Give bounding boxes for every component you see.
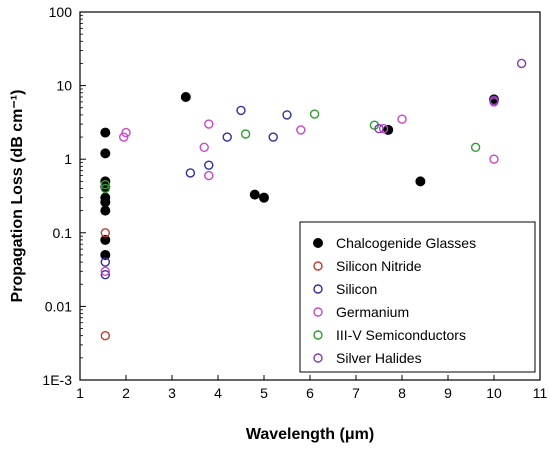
point-iii-v-semiconductors (309, 109, 320, 119)
y-tick-label: 0.1 (53, 225, 73, 241)
point-silicon (236, 105, 246, 116)
legend: Chalcogenide Glasses Silicon Nitride Silic… (299, 221, 536, 373)
y-tick-label: 10 (56, 78, 72, 94)
point-silver-halides (374, 123, 384, 134)
y-axis-title: Propagation Loss (dB cm⁻¹) (9, 90, 26, 303)
point-iii-v-semiconductors (470, 142, 481, 153)
x-tick-label: 1 (76, 385, 84, 401)
point-chalcogenide-glasses (100, 205, 111, 216)
x-tick-label: 4 (214, 385, 222, 401)
legend-label: Silver Halides (336, 350, 422, 366)
x-tick-label: 9 (444, 385, 452, 401)
point-chalcogenide-glasses (100, 197, 111, 208)
point-silicon (222, 132, 232, 142)
y-tick-label: 1E-3 (42, 372, 72, 388)
x-tick-label: 5 (260, 385, 268, 401)
point-silver-halides (516, 58, 527, 69)
point-germanium (118, 132, 129, 142)
point-iii-v-semiconductors (100, 180, 111, 190)
point-silicon-nitride (100, 228, 111, 238)
point-chalcogenide-glasses (100, 148, 111, 159)
point-chalcogenide-glasses (100, 249, 111, 260)
x-tick-label: 2 (122, 385, 130, 401)
legend-box (299, 221, 536, 373)
x-tick-label: 7 (352, 385, 360, 401)
data-points (100, 58, 527, 341)
legend-label: Germanium (336, 304, 409, 320)
legend-marker (313, 353, 323, 363)
legend-marker (313, 261, 323, 271)
x-axis-ticks: 1 2 3 4 5 6 7 8 9 10 11 (76, 375, 547, 401)
point-iii-v-semiconductors (240, 129, 251, 139)
point-chalcogenide-glasses (100, 127, 111, 138)
x-tick-label: 11 (533, 385, 548, 401)
point-silicon-nitride (100, 330, 111, 341)
point-chalcogenide-glasses (249, 189, 260, 200)
x-tick-label: 10 (486, 385, 502, 401)
point-silicon (185, 168, 196, 178)
point-germanium (378, 123, 389, 134)
point-germanium (204, 119, 214, 129)
point-germanium (296, 125, 306, 135)
y-tick-label: 1 (64, 151, 72, 167)
x-tick-label: 6 (306, 385, 314, 401)
point-silver-halides (489, 95, 499, 106)
legend-label: Chalcogenide Glasses (336, 235, 476, 251)
point-silicon (268, 132, 278, 142)
point-silicon (100, 269, 111, 280)
y-tick-label: 100 (49, 4, 73, 20)
point-chalcogenide-glasses (415, 176, 426, 187)
point-germanium (489, 154, 499, 164)
legend-label: III-V Semiconductors (336, 327, 466, 343)
point-silicon (100, 257, 111, 267)
legend-marker (313, 284, 323, 294)
point-silicon (282, 110, 292, 120)
point-germanium (204, 170, 214, 181)
point-silicon (204, 160, 214, 170)
point-germanium (397, 114, 407, 124)
legend-label: Silicon Nitride (336, 258, 422, 274)
legend-label: Silicon (336, 281, 377, 297)
point-chalcogenide-glasses (259, 192, 269, 203)
point-germanium (121, 127, 131, 138)
x-axis-title: Wavelength (μm) (246, 426, 374, 443)
x-tick-label: 8 (398, 385, 406, 401)
legend-marker (313, 238, 323, 248)
point-chalcogenide-glasses (100, 234, 111, 245)
y-axis-ticks: 1E-3 0.01 0.1 1 10 100 (42, 4, 86, 388)
y-tick-label: 0.01 (45, 298, 72, 314)
point-germanium (100, 266, 111, 276)
legend-marker (313, 330, 323, 340)
point-chalcogenide-glasses (180, 92, 191, 103)
point-germanium (199, 142, 209, 153)
legend-marker (313, 307, 323, 317)
x-tick-label: 3 (168, 385, 176, 401)
point-iii-v-semiconductors (100, 183, 111, 194)
